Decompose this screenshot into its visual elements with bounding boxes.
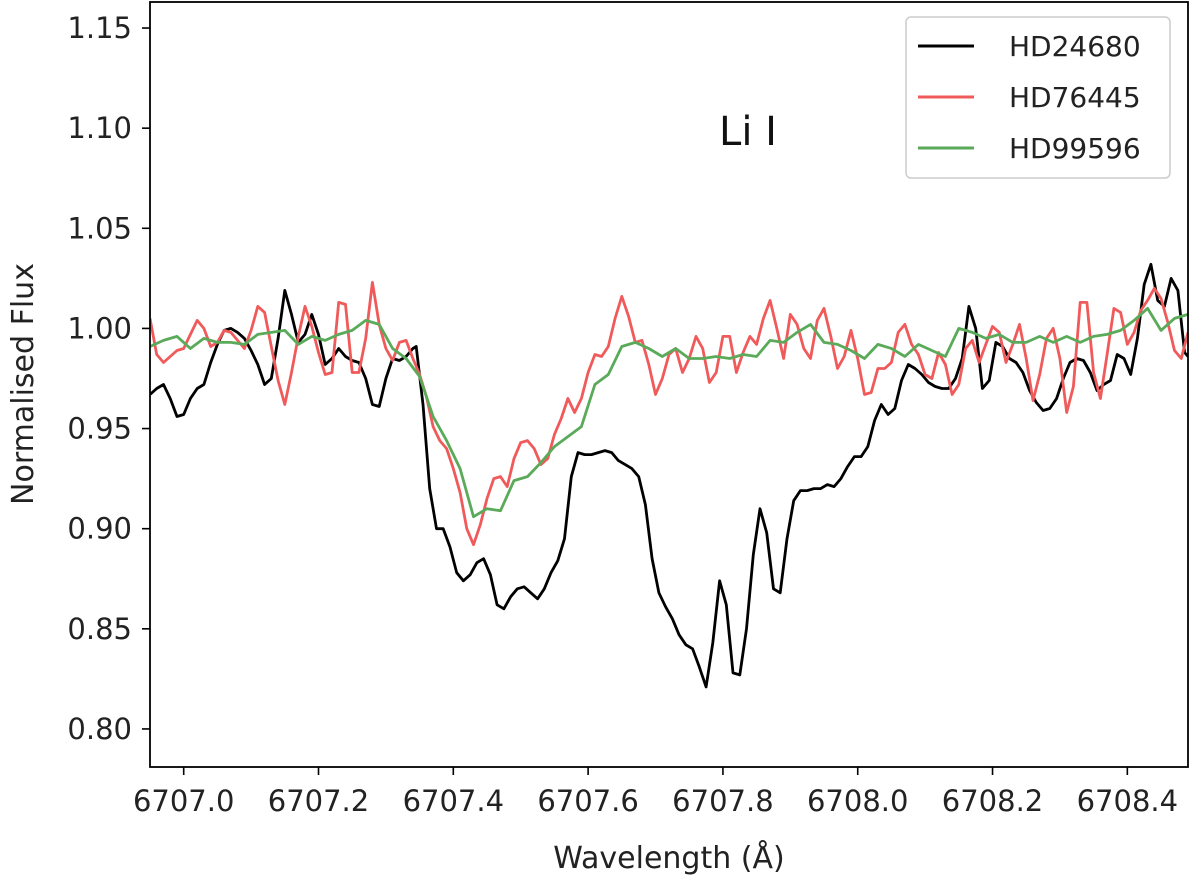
x-tick-label: 6707.8 xyxy=(672,784,773,818)
y-tick-label: 1.10 xyxy=(67,111,132,145)
legend-label: HD76445 xyxy=(1009,81,1141,114)
x-tick-label: 6708.0 xyxy=(807,784,908,818)
plot-frame xyxy=(149,1,1189,768)
y-tick-label: 0.90 xyxy=(67,512,132,546)
y-tick-label: 1.00 xyxy=(67,311,132,345)
x-tick-label: 6708.2 xyxy=(942,784,1043,818)
y-axis-title: Normalised Flux xyxy=(6,263,41,505)
y-axis-ticks: 0.80 0.85 0.90 0.95 1.00 1.05 1.10 1.15 xyxy=(67,11,150,746)
series-line-hd76445 xyxy=(150,281,1188,547)
legend-label: HD99596 xyxy=(1009,132,1141,165)
series-line-hd24680 xyxy=(150,262,1188,689)
legend-box xyxy=(905,16,1171,179)
line-annotation: Li I xyxy=(719,109,777,155)
legend-label: HD24680 xyxy=(1009,30,1141,63)
x-tick-label: 6707.0 xyxy=(133,784,234,818)
series-line-hd99596 xyxy=(150,307,1188,519)
x-tick-label: 6707.4 xyxy=(403,784,504,818)
y-tick-label: 0.85 xyxy=(67,612,132,646)
x-axis-title: Wavelength (Å) xyxy=(553,840,784,876)
y-tick-label: 1.05 xyxy=(67,211,132,245)
legend: HD24680 HD76445 HD99596 xyxy=(905,16,1171,179)
x-axis-ticks: 6707.0 6707.2 6707.4 6707.6 6707.8 6708.0 6708… xyxy=(133,767,1178,818)
y-tick-label: 1.15 xyxy=(67,11,132,45)
x-tick-label: 6707.6 xyxy=(537,784,638,818)
y-tick-label: 0.95 xyxy=(67,412,132,446)
plot-lines xyxy=(150,262,1188,689)
x-tick-label: 6707.2 xyxy=(268,784,369,818)
x-tick-label: 6708.4 xyxy=(1077,784,1178,818)
y-tick-label: 0.80 xyxy=(67,712,132,746)
